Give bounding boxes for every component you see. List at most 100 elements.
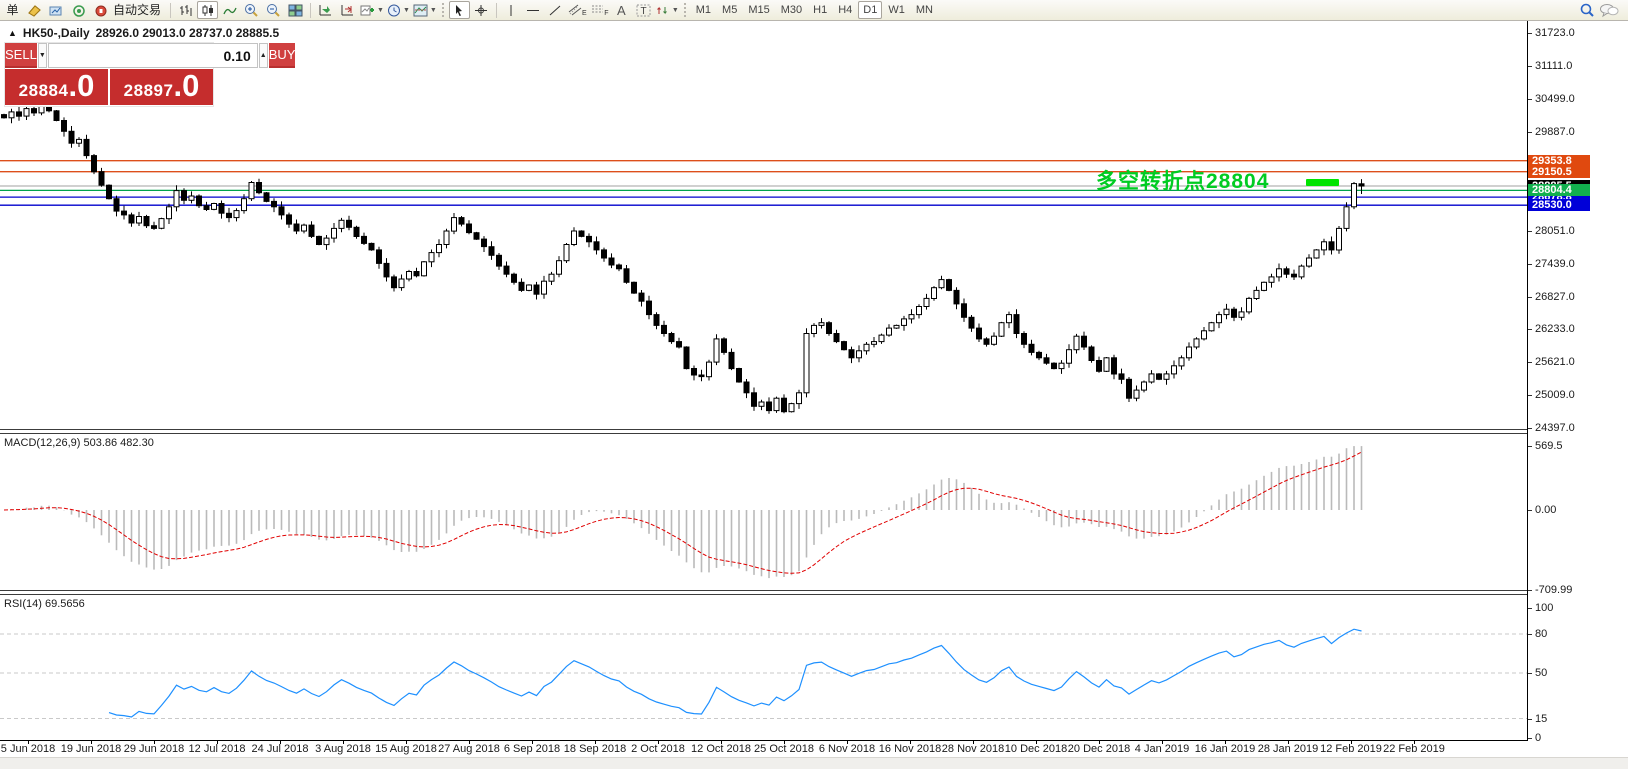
- price-tick-label: 30499.0: [1535, 92, 1575, 105]
- autotrading-label: 自动交易: [113, 3, 162, 17]
- crosshair-icon[interactable]: [471, 1, 492, 19]
- window-bottom-strip: [0, 757, 1628, 769]
- chart-shift-icon[interactable]: [337, 1, 358, 19]
- volume-decrease-button[interactable]: ▼: [37, 43, 47, 68]
- chart-bars-icon[interactable]: [175, 1, 196, 19]
- chart-line-icon[interactable]: [219, 1, 240, 19]
- timeframe-button-d1[interactable]: D1: [858, 1, 883, 19]
- axis-tick: [1528, 131, 1532, 133]
- date-label: 10 Dec 2018: [1004, 743, 1068, 755]
- rsi-tick-label: 50: [1535, 667, 1548, 679]
- date-label: 20 Dec 2018: [1067, 743, 1131, 755]
- date-label: 24 Jul 2018: [251, 743, 309, 755]
- charts-window-icon[interactable]: [46, 1, 67, 19]
- date-label: 27 Aug 2018: [438, 743, 500, 755]
- date-label: 29 Jun 2018: [123, 743, 185, 755]
- time-axis-line: [0, 740, 1528, 741]
- autotrading-button[interactable]: 自动交易: [90, 1, 166, 19]
- timeframe-group: M1 M5 M15 M30 H1 H4 D1 W1 MN: [691, 1, 938, 19]
- menu-item[interactable]: 单: [6, 3, 19, 17]
- macd-tick-label: 0.00: [1535, 504, 1557, 516]
- search-icon[interactable]: [1576, 1, 1597, 19]
- axis-tick: [1528, 98, 1532, 100]
- macd-panel[interactable]: [0, 434, 1527, 590]
- periods-dropdown[interactable]: ▼: [386, 1, 411, 19]
- date-tick: [847, 740, 848, 744]
- axis-border: [1527, 21, 1528, 741]
- arrows-dropdown[interactable]: ▼: [655, 1, 680, 19]
- timeframe-button-m1[interactable]: M1: [695, 3, 712, 16]
- buy-price[interactable]: 28897 .0: [110, 69, 213, 105]
- trendline-tool[interactable]: [545, 1, 566, 19]
- axis-tick: [1528, 589, 1532, 591]
- axis-tick: [1528, 428, 1532, 430]
- chart-title: ▲ HK50-,Daily 28926.0 29013.0 28737.0 28…: [8, 26, 279, 40]
- equidistant-channel-tool[interactable]: E: [567, 1, 588, 19]
- axis-tick: [1528, 634, 1532, 635]
- date-tick: [784, 740, 785, 744]
- trade-panel-top-row: SELL ▼ ▲ BUY: [5, 43, 296, 68]
- axis-tick: [1528, 296, 1532, 298]
- fibonacci-tool[interactable]: F: [589, 1, 610, 19]
- timeframe-button-mn[interactable]: MN: [915, 3, 933, 16]
- price-axis[interactable]: 31723.0 31111.0 30499.0 29887.0 28051.0 27439…: [1528, 21, 1628, 757]
- date-tick: [154, 740, 155, 744]
- panel-separator[interactable]: [0, 590, 1527, 595]
- date-tick: [217, 740, 218, 744]
- auto-scroll-icon[interactable]: [315, 1, 336, 19]
- axis-tick: [1528, 738, 1532, 739]
- date-label: 25 Oct 2018: [754, 743, 814, 755]
- signals-icon[interactable]: [68, 1, 89, 19]
- candlestick-chart[interactable]: [0, 21, 1527, 429]
- cursor-icon[interactable]: [448, 1, 470, 19]
- panel-separator[interactable]: [0, 429, 1527, 434]
- date-label: 16 Jan 2019: [1194, 743, 1256, 755]
- pivot-highlight-segment[interactable]: [1306, 179, 1339, 186]
- tile-windows-icon[interactable]: [285, 1, 306, 19]
- date-label: 22 Feb 2019: [1383, 743, 1445, 755]
- rsi-panel[interactable]: [0, 595, 1527, 740]
- price-tick-label: 29887.0: [1535, 125, 1575, 138]
- vertical-line-tool[interactable]: [501, 1, 522, 19]
- price-level-badge: 29150.5: [1528, 165, 1590, 178]
- timeframe-button-m5[interactable]: M5: [722, 3, 738, 16]
- new-order-icon[interactable]: [24, 1, 45, 19]
- rsi-label: RSI(14) 69.5656: [4, 598, 85, 610]
- timeframe-button-m30[interactable]: M30: [780, 3, 803, 16]
- one-click-collapse-icon[interactable]: ▲: [8, 28, 17, 38]
- date-tick: [343, 740, 344, 744]
- chat-icon[interactable]: [1598, 1, 1620, 19]
- price-tick-label: 27439.0: [1535, 257, 1575, 270]
- sell-price[interactable]: 28884 .0: [5, 69, 108, 105]
- timeframe-button-m15[interactable]: M15: [748, 3, 770, 16]
- chevron-down-icon: ▼: [429, 6, 437, 14]
- price-level-badge: 28804.4: [1528, 184, 1590, 197]
- date-tick: [1414, 740, 1415, 744]
- text-label-tool[interactable]: T: [633, 1, 654, 19]
- buy-button[interactable]: BUY: [268, 43, 296, 68]
- text-tool[interactable]: A: [616, 2, 626, 18]
- zoom-out-icon[interactable]: [263, 1, 284, 19]
- chart-candles-icon[interactable]: [197, 1, 219, 19]
- zoom-in-icon[interactable]: [241, 1, 262, 19]
- new-chart-dropdown[interactable]: ▼: [359, 1, 385, 19]
- date-label: 28 Jan 2019: [1257, 743, 1319, 755]
- volume-input[interactable]: [47, 43, 258, 68]
- timeframe-button-h4[interactable]: H4: [838, 3, 853, 16]
- horizontal-line-tool[interactable]: [523, 1, 544, 19]
- axis-tick: [1528, 446, 1532, 447]
- axis-tick: [1528, 362, 1532, 364]
- axis-tick: [1528, 673, 1532, 674]
- date-label: 16 Nov 2018: [878, 743, 942, 755]
- volume-increase-button[interactable]: ▲: [258, 43, 268, 68]
- date-label: 6 Nov 2018: [818, 743, 876, 755]
- timeframe-button-w1[interactable]: W1: [888, 3, 905, 16]
- rsi-tick-label: 15: [1535, 712, 1548, 725]
- sell-button[interactable]: SELL: [5, 43, 37, 68]
- templates-dropdown[interactable]: ▼: [412, 1, 438, 19]
- symbol-timeframe-label: HK50-,Daily: [22, 26, 90, 40]
- date-tick: [28, 740, 29, 744]
- price-tick-label: 25009.0: [1535, 389, 1575, 402]
- rsi-tick-label: 0: [1535, 732, 1542, 744]
- timeframe-button-h1[interactable]: H1: [813, 3, 828, 16]
